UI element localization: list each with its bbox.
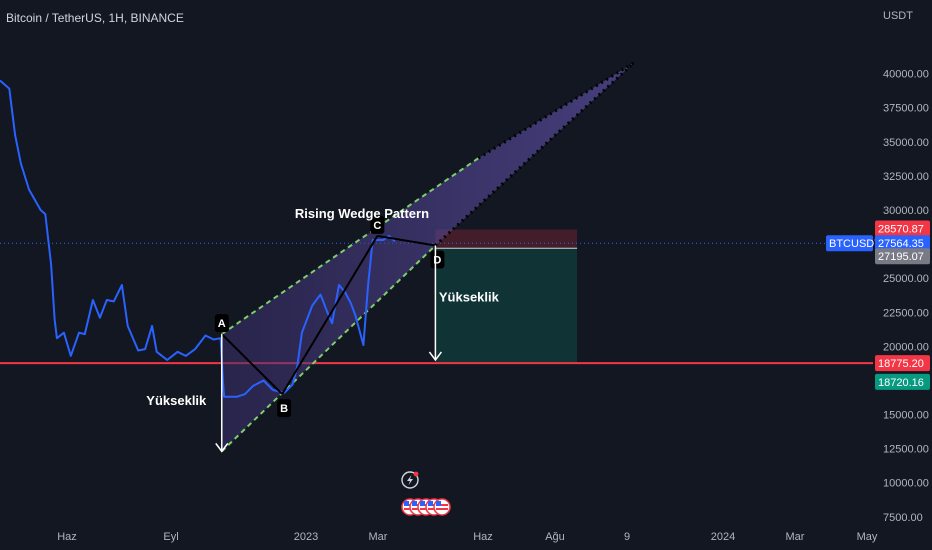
target-zone xyxy=(435,248,578,364)
wedge-lower-line xyxy=(221,244,437,453)
y-tick-label: 10000.00 xyxy=(883,478,929,490)
point-c-label: C xyxy=(373,220,381,232)
price-badge-text: 27564.35 xyxy=(878,238,924,250)
pattern-points[interactable]: A B C D xyxy=(214,215,445,418)
flash-icon[interactable] xyxy=(401,471,419,489)
y-tick-label: 22500.00 xyxy=(883,307,929,319)
price-series xyxy=(0,79,396,398)
price-badge xyxy=(875,355,930,372)
price-badge xyxy=(875,220,930,237)
height-arrowhead xyxy=(215,442,229,453)
x-tick-label: Mar xyxy=(786,531,805,543)
chart-title: Bitcoin / TetherUS, 1H, BINANCE xyxy=(6,11,184,25)
price-badge-text: 28570.87 xyxy=(878,223,924,235)
pattern-leg xyxy=(377,234,436,247)
price-badge-text: 27195.07 xyxy=(878,251,924,263)
x-tick-label: Haz xyxy=(473,531,493,543)
y-tick-label: 7500.00 xyxy=(883,512,923,524)
annotation-text: Rising Wedge Pattern xyxy=(295,206,429,221)
y-tick-label: 32500.00 xyxy=(883,171,929,183)
x-tick-label: 2024 xyxy=(711,531,735,543)
x-tick-label: Eyl xyxy=(163,531,178,543)
x-tick-label: Haz xyxy=(57,531,77,543)
time-axis: Haz Eyl 2023 Mar Haz Ağu 9 2024 Mar May xyxy=(57,531,878,543)
flag-canton xyxy=(428,501,433,506)
flag-canton xyxy=(436,501,441,506)
price-badge-text: 18775.20 xyxy=(878,358,924,370)
x-tick-label: Ağu xyxy=(545,531,565,543)
flag-stripe xyxy=(436,504,448,506)
position-tool[interactable] xyxy=(435,229,578,364)
price-badge xyxy=(875,235,930,252)
price-badge xyxy=(875,373,930,390)
flag-canton xyxy=(412,501,417,506)
price-badge xyxy=(875,248,930,265)
price-badge xyxy=(826,235,873,252)
x-tick-label: Mar xyxy=(369,531,388,543)
x-tick-label: 2023 xyxy=(294,531,318,543)
stop-zone xyxy=(435,229,578,249)
flag-canton xyxy=(420,501,425,506)
x-tick-label: May xyxy=(857,531,878,543)
height-lines[interactable] xyxy=(215,245,443,453)
pattern-leg xyxy=(281,235,379,395)
wedge-upper-line xyxy=(221,157,479,335)
flag-canton xyxy=(404,501,409,506)
y-tick-label: 20000.00 xyxy=(883,341,929,353)
us-flag-icon[interactable] xyxy=(401,498,451,516)
point-a-box xyxy=(214,314,229,333)
y-tick-label: 30000.00 xyxy=(883,205,929,217)
annotation-text: Yükseklik xyxy=(146,393,207,408)
us-flag-icon xyxy=(433,498,451,516)
currency-label: USDT xyxy=(883,10,913,22)
rising-wedge[interactable] xyxy=(221,61,635,453)
point-d-label: D xyxy=(433,254,441,266)
price-axis-panel[interactable] xyxy=(873,0,932,550)
height-arrowhead xyxy=(428,351,443,362)
y-tick-label: 37500.00 xyxy=(883,103,929,115)
annotation-text: Yükseklik xyxy=(439,289,500,304)
annotations[interactable]: Rising Wedge Pattern Yükseklik Yükseklik xyxy=(146,206,499,408)
point-b-label: B xyxy=(280,403,288,415)
price-line xyxy=(0,79,396,398)
point-d-box xyxy=(430,250,445,269)
price-badge-text: BTCUSDT xyxy=(829,238,881,250)
y-tick-label: 12500.00 xyxy=(883,444,929,456)
y-tick-label: 40000.00 xyxy=(883,69,929,81)
point-c-box xyxy=(370,215,385,234)
pattern-leg xyxy=(221,333,283,395)
wedge-upper-extension xyxy=(477,61,635,160)
y-tick-label: 25000.00 xyxy=(883,273,929,285)
flag-stripe xyxy=(436,508,448,510)
price-badge-text: 18720.16 xyxy=(878,377,924,389)
y-tick-label: 35000.00 xyxy=(883,137,929,149)
point-b-box xyxy=(277,399,292,418)
point-a-label: A xyxy=(218,318,226,330)
y-tick-label: 15000.00 xyxy=(883,410,929,422)
x-tick-label: 9 xyxy=(624,531,630,543)
